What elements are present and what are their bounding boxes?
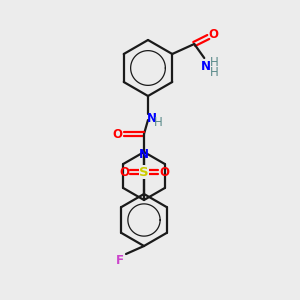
Text: N: N xyxy=(147,112,157,124)
Text: O: O xyxy=(208,28,218,41)
Text: H: H xyxy=(210,56,219,68)
Text: O: O xyxy=(159,166,169,178)
Text: H: H xyxy=(210,65,219,79)
Text: N: N xyxy=(201,59,211,73)
Text: N: N xyxy=(139,148,149,160)
Text: O: O xyxy=(119,166,129,178)
Text: H: H xyxy=(154,116,162,130)
Text: O: O xyxy=(112,128,122,140)
Text: F: F xyxy=(116,254,124,266)
Text: S: S xyxy=(139,166,149,178)
